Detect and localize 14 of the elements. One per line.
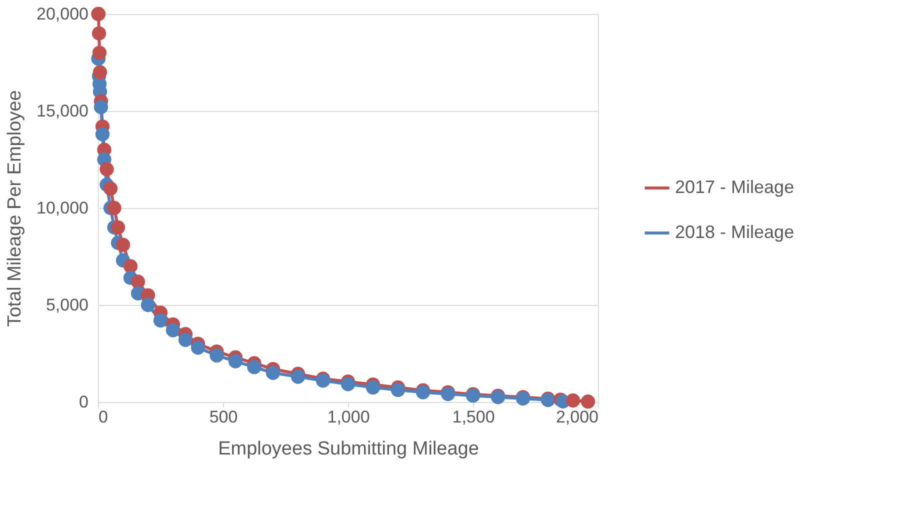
y-tick-label: 20,000 bbox=[36, 4, 88, 24]
x-tick-label: 1,000 bbox=[327, 408, 370, 426]
x-tick-label: 2,000 bbox=[556, 408, 598, 426]
legend-label: 2018 - Mileage bbox=[675, 222, 794, 242]
x-tick-label: 500 bbox=[209, 408, 238, 426]
y-tick-label: 10,000 bbox=[36, 198, 88, 218]
x-tick-label: 0 bbox=[98, 408, 108, 426]
x-axis-title: Employees Submitting Mileage bbox=[218, 438, 479, 460]
y-tick-label: 5,000 bbox=[46, 296, 88, 314]
y-axis-title: Total Mileage Per Employee bbox=[4, 90, 26, 327]
x-tick-label: 1,500 bbox=[452, 408, 495, 426]
y-tick-label: 0 bbox=[79, 392, 88, 412]
y-tick-label: 15,000 bbox=[36, 102, 88, 120]
legend-label: 2017 - Mileage bbox=[675, 177, 794, 197]
